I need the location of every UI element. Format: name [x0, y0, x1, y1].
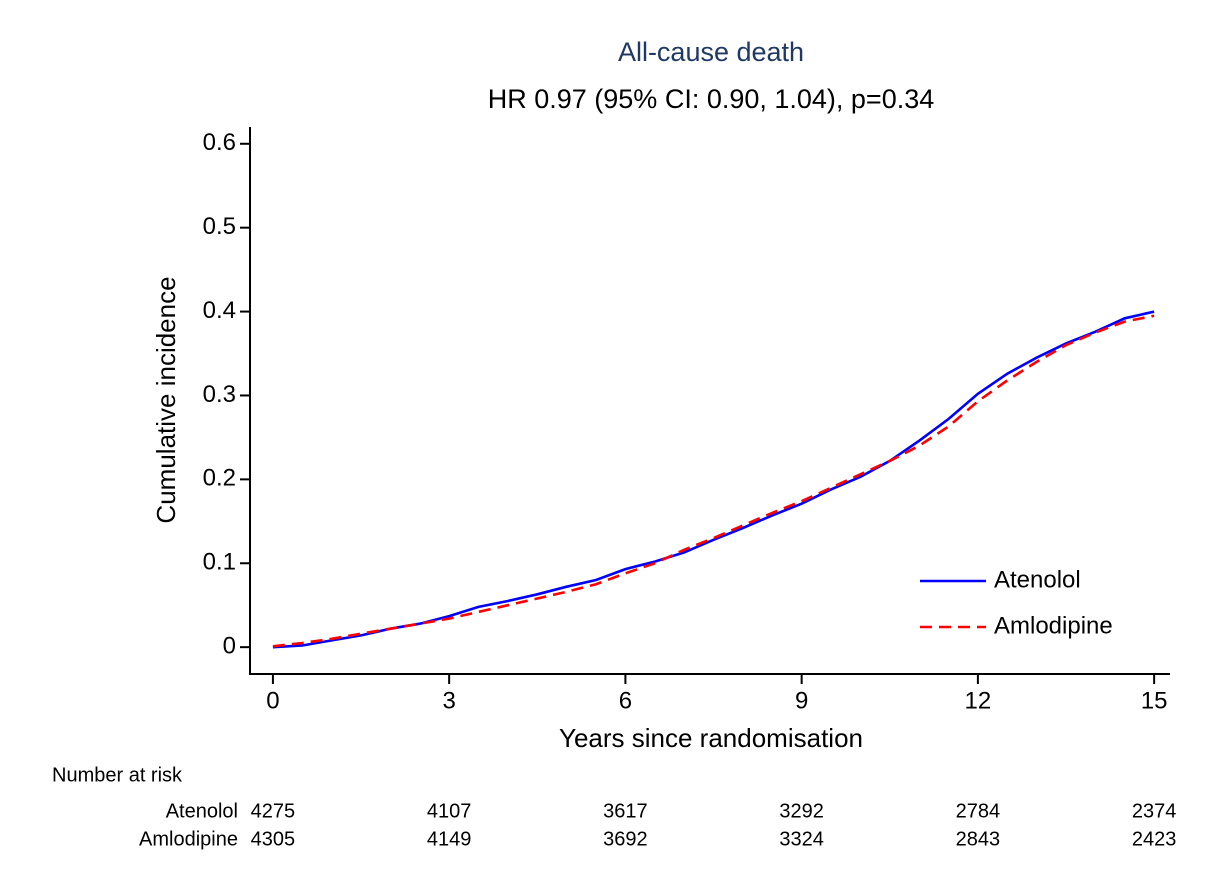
y-tick-label: 0.1	[203, 549, 236, 576]
risk-row-label: Amlodipine	[139, 828, 238, 850]
risk-count: 4107	[427, 800, 472, 822]
risk-count: 3292	[779, 800, 824, 822]
x-tick-label: 0	[266, 687, 279, 714]
risk-row-label: Atenolol	[166, 800, 238, 822]
risk-count: 3692	[603, 828, 648, 850]
x-axis-label: Years since randomisation	[559, 723, 863, 753]
series-line	[272, 310, 1155, 649]
risk-count: 2784	[956, 800, 1001, 822]
risk-count: 4275	[251, 800, 296, 822]
chart-title: All-cause death	[618, 37, 804, 67]
chart-subtitle: HR 0.97 (95% CI: 0.90, 1.04), p=0.34	[488, 84, 935, 114]
y-tick-label: 0	[223, 632, 236, 659]
x-tick-label: 9	[795, 687, 808, 714]
risk-count: 2843	[956, 828, 1001, 850]
risk-table-title: Number at risk	[52, 764, 183, 786]
legend-label: Atenolol	[994, 566, 1081, 593]
risk-count: 2423	[1132, 828, 1177, 850]
y-tick-label: 0.6	[203, 129, 236, 156]
y-axis-label: Cumulative incidence	[151, 276, 181, 523]
legend-label: Amlodipine	[994, 612, 1113, 639]
x-tick-label: 12	[965, 687, 992, 714]
x-tick-label: 3	[442, 687, 455, 714]
y-tick-label: 0.3	[203, 381, 236, 408]
x-tick-label: 15	[1141, 687, 1168, 714]
y-tick-label: 0.2	[203, 465, 236, 492]
risk-count: 3617	[603, 800, 648, 822]
x-tick-label: 6	[619, 687, 632, 714]
risk-count: 3324	[779, 828, 824, 850]
risk-count: 4305	[251, 828, 296, 850]
y-tick-label: 0.5	[203, 213, 236, 240]
risk-count: 2374	[1132, 800, 1177, 822]
risk-count: 4149	[427, 828, 472, 850]
y-tick-label: 0.4	[203, 297, 236, 324]
